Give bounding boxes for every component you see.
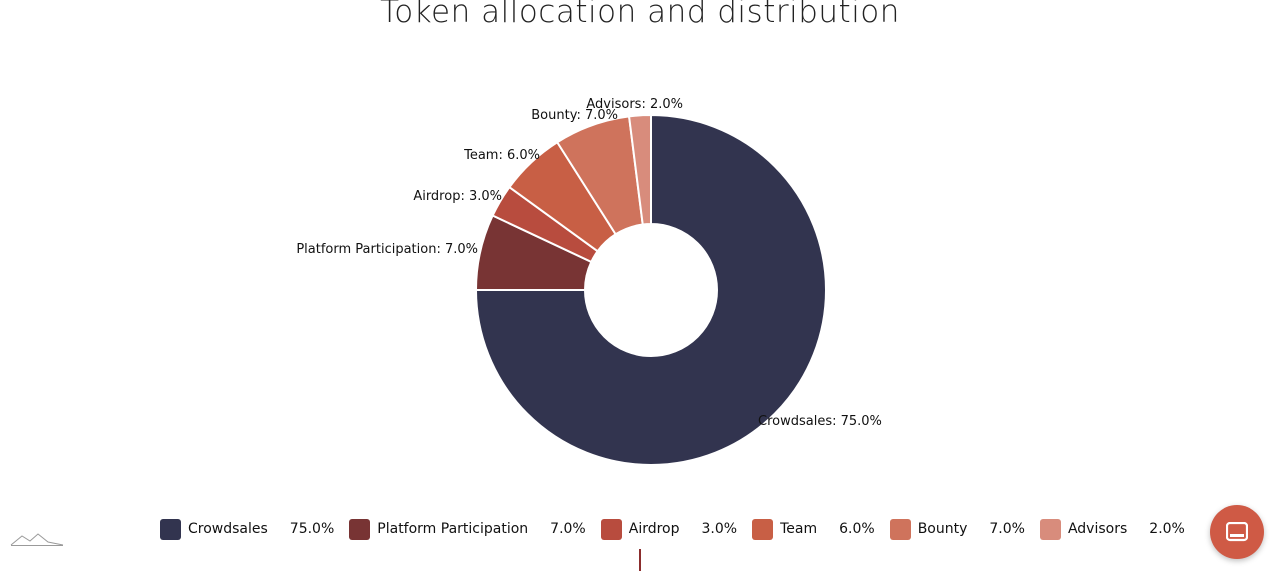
chart-logo-icon[interactable] [10, 530, 64, 548]
legend-label: Bounty [917, 521, 968, 537]
legend-item-platform-participation[interactable]: Platform Participation 7.0% [349, 518, 586, 540]
legend-swatch [1039, 518, 1061, 540]
chat-icon [1226, 522, 1248, 542]
slice-labels: Crowdsales: 75.0% Platform Participation:… [296, 97, 882, 429]
slice-crowdsales[interactable] [474, 113, 827, 466]
legend-label: Crowdsales [188, 521, 268, 537]
legend-swatch [160, 518, 181, 540]
legend-swatch [752, 518, 774, 540]
legend-swatch [600, 518, 622, 540]
chart-title: Token allocation and distribution [380, 0, 900, 30]
legend-label: Platform Participation [377, 521, 529, 537]
legend-item-advisors[interactable]: Advisors 2.0% [1039, 518, 1185, 540]
donut-slices [474, 113, 827, 466]
legend-item-bounty[interactable]: Bounty 7.0% [889, 518, 1025, 540]
legend-value: 6.0% [839, 521, 875, 537]
slice-label-bounty: Bounty: 7.0% [531, 108, 618, 123]
cursor-marker [639, 549, 641, 571]
legend-value: 7.0% [989, 521, 1025, 537]
slice-advisors[interactable] [627, 113, 652, 226]
slice-label-airdrop: Airdrop: 3.0% [413, 189, 502, 204]
legend-item-crowdsales[interactable]: Crowdsales 75.0% [160, 518, 335, 540]
legend-label: Airdrop [628, 521, 680, 537]
donut-chart: Crowdsales: 75.0% Platform Participation:… [296, 97, 882, 466]
slice-label-team: Team: 6.0% [463, 148, 540, 163]
legend-label: Advisors [1067, 521, 1128, 537]
slice-label-crowdsales: Crowdsales: 75.0% [758, 414, 882, 429]
legend-swatch [889, 518, 911, 540]
legend-value: 7.0% [550, 521, 586, 537]
slice-label-advisors: Advisors: 2.0% [586, 97, 683, 112]
slice-label-platform-participation: Platform Participation: 7.0% [296, 242, 478, 257]
legend-label: Team [780, 521, 818, 537]
legend-item-team[interactable]: Team 6.0% [752, 518, 875, 540]
legend-item-airdrop[interactable]: Airdrop 3.0% [600, 518, 738, 540]
legend-value: 2.0% [1149, 521, 1185, 537]
legend-swatch [349, 518, 371, 540]
legend-value: 75.0% [289, 521, 335, 537]
chat-button[interactable] [1210, 505, 1264, 559]
legend-value: 3.0% [701, 521, 738, 537]
chart-legend: Crowdsales 75.0% Platform Participation … [160, 517, 1200, 541]
